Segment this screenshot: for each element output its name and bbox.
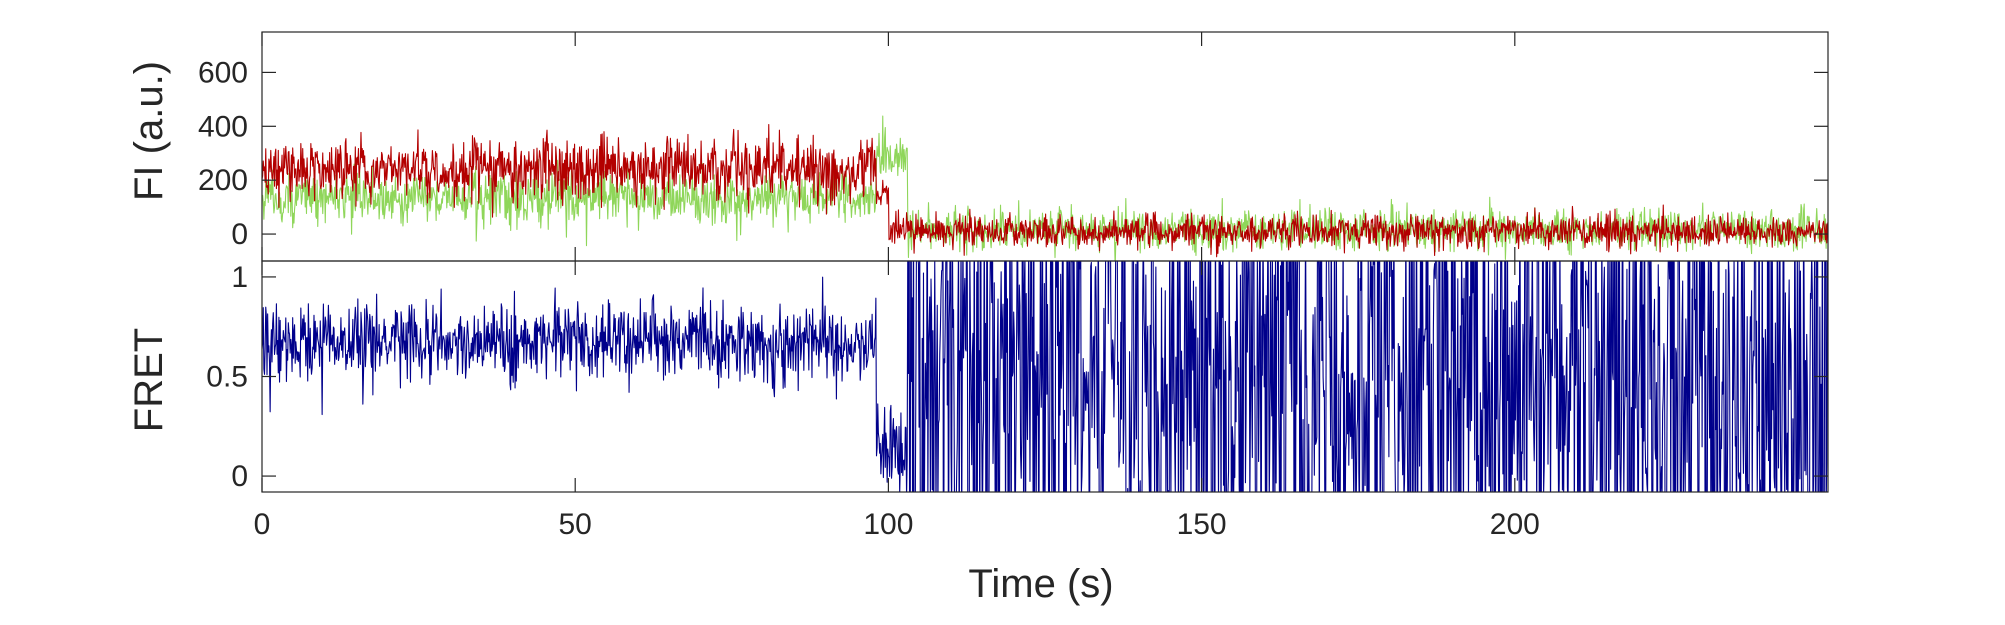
y-tick-label: 600 [198,56,248,89]
x-tick-label: 0 [254,508,271,541]
bottom-panel: FRET 0 0.5 1 0 50 100 150 200 Time (s) [127,260,1829,606]
trace-group [262,261,1828,492]
y-tick-label: 400 [198,110,248,143]
bottom-plot-area: 0 0.5 1 0 50 100 150 200 [206,260,1829,541]
top-plot-area: 0 200 400 600 [198,31,1829,262]
x-tick-label: 100 [863,508,913,541]
y-tick-label: 0 [231,460,248,493]
series-1-line [262,115,1828,261]
top-panel: FI (a.u.) 0 200 400 600 [127,31,1829,262]
trace-group [262,115,1828,261]
y-tick-label: 0.5 [206,361,248,394]
x-tick-label: 50 [559,508,592,541]
x-tick-label: 150 [1177,508,1227,541]
series-1-line [262,261,1828,492]
top-y-axis-label: FI (a.u.) [127,61,171,201]
x-tick-label: 200 [1490,508,1540,541]
x-axis-label: Time (s) [968,562,1113,606]
series-2-line [262,124,1828,258]
y-tick-label: 1 [231,261,248,294]
bottom-y-axis-label: FRET [127,328,171,432]
y-tick-label: 0 [231,218,248,251]
y-tick-label: 200 [198,164,248,197]
